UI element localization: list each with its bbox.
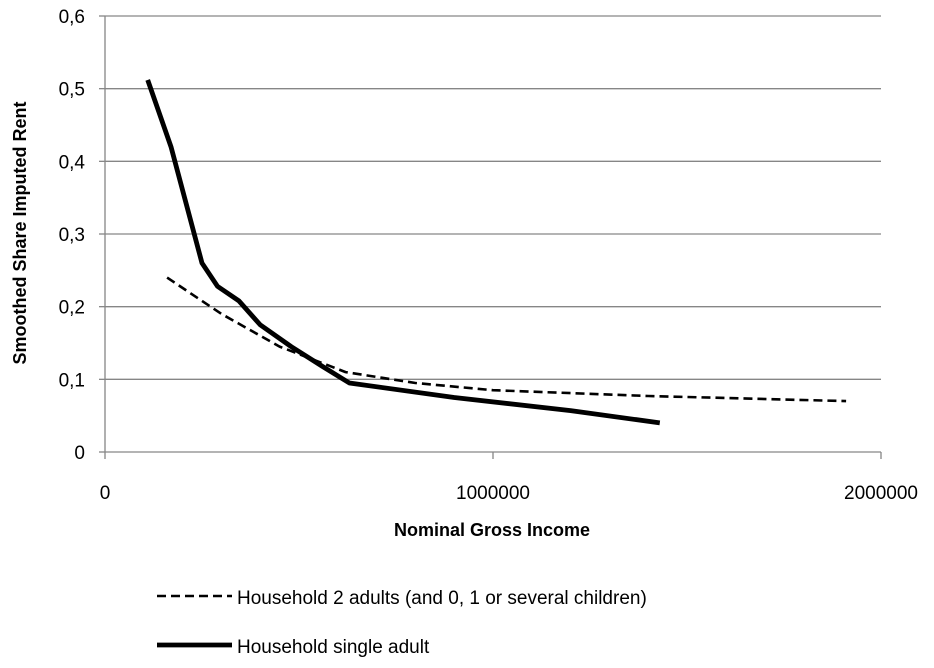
- y-tick-label-4: 0,4: [59, 152, 86, 173]
- gridlines: [105, 15, 881, 380]
- x-axis-title: Nominal Gross Income: [394, 520, 590, 540]
- series-line-single-adult: [145, 79, 661, 426]
- y-tick-label-6: 0,6: [59, 7, 85, 28]
- series-line-two-adults: [166, 276, 847, 403]
- series-lines: [145, 79, 847, 426]
- y-tick-label-1: 0,1: [59, 370, 85, 391]
- legend: Household 2 adults (and 0, 1 or several …: [157, 588, 647, 658]
- legend-label-0: Household 2 adults (and 0, 1 or several …: [237, 588, 647, 609]
- x-tick-label-2: 2000000: [844, 483, 918, 504]
- y-tick-label-3: 0,3: [59, 225, 85, 246]
- x-tick-label-0: 0: [100, 483, 111, 504]
- axes: [99, 15, 882, 459]
- x-tick-labels: 0 1000000 2000000: [100, 483, 918, 504]
- y-tick-label-0: 0: [74, 443, 85, 464]
- legend-label-1: Household single adult: [237, 637, 430, 658]
- y-tick-labels: 0 0,1 0,2 0,3 0,4 0,5 0,6: [59, 7, 86, 464]
- y-tick-label-2: 0,2: [59, 298, 85, 319]
- x-tick-label-1: 1000000: [456, 483, 530, 504]
- y-tick-label-5: 0,5: [59, 80, 85, 101]
- y-axis-title: Smoothed Share Imputed Rent: [10, 101, 30, 364]
